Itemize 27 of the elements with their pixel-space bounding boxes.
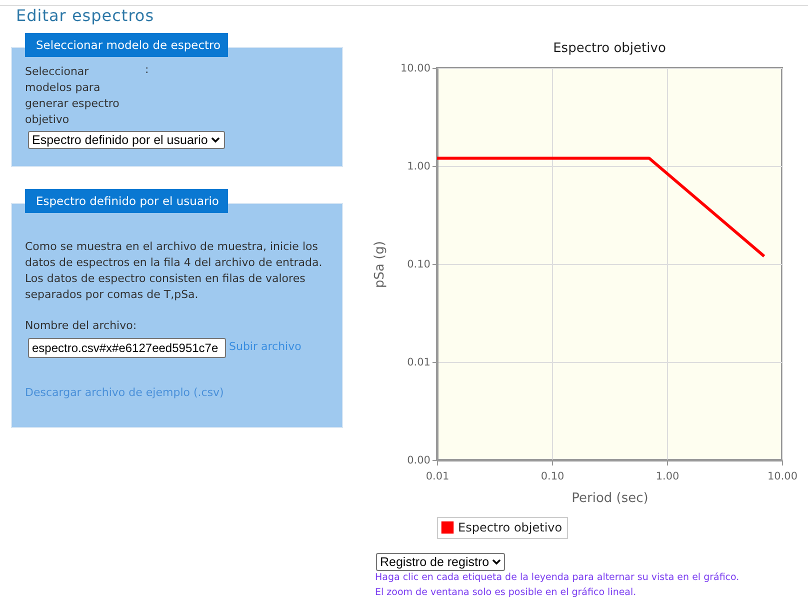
x-tick-label: 0.01 <box>426 470 450 482</box>
dropdown-field: Espectro definido por el usuario <box>28 131 225 149</box>
x-tick-label: 0.10 <box>540 470 564 482</box>
text: Editar espectros <box>16 6 154 25</box>
legend-label: Espectro objetivo <box>458 520 562 534</box>
text-field: espectro.csv#x#e6127eed5951c7e <box>28 338 226 358</box>
y-axis-title: pSa (g) <box>372 241 388 288</box>
text: El zoom de ventana solo es posible en el gráfico lineal. <box>375 587 636 598</box>
text: Espectro definido por el usuario <box>25 189 228 213</box>
text: Seleccionar modelos para generar espectro objetivo <box>25 64 120 128</box>
text: Como se muestra en el archivo de muestra, inicie los datos de espectros en la fila 4 del archivo de entrada. Los datos de espectro consisten en filas de valores separados por comas de T,pSa. <box>25 239 324 303</box>
y-tick-label: 1.00 <box>407 160 430 172</box>
x-tick-label: 10.00 <box>767 470 798 482</box>
text: Haga clic en cada etiqueta de la leyenda para alternar su vista en el gráfico. <box>375 572 740 583</box>
dropdown-field: Registro de registro <box>376 553 506 571</box>
text: Subir archivo <box>229 339 302 355</box>
y-tick-label: 0.01 <box>407 356 430 368</box>
chart-title: Espectro objetivo <box>553 41 666 56</box>
text: Nombre del archivo: <box>25 318 137 334</box>
text: Descargar archivo de ejemplo (.csv) <box>25 385 224 401</box>
text: Seleccionar modelo de espectro <box>25 33 228 57</box>
x-axis-title: Period (sec) <box>572 491 648 506</box>
y-tick-label: 0.10 <box>407 258 430 270</box>
y-tick-label: 10.00 <box>400 62 430 74</box>
text: : <box>145 62 149 78</box>
y-tick-label: 0.00 <box>407 454 430 466</box>
x-tick-label: 1.00 <box>656 470 680 482</box>
